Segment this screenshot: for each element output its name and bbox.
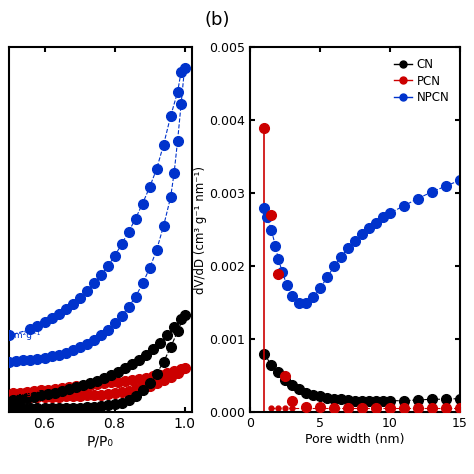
Text: m²g⁻¹: m²g⁻¹ [11, 401, 38, 410]
Text: m²g⁻¹: m²g⁻¹ [11, 388, 41, 397]
Legend: CN, PCN, NPCN: CN, PCN, NPCN [389, 53, 454, 109]
Text: (b): (b) [204, 11, 230, 29]
Y-axis label: dV/dD (cm³ g⁻¹ nm⁻¹): dV/dD (cm³ g⁻¹ nm⁻¹) [194, 166, 207, 294]
Text: m²g⁻¹: m²g⁻¹ [11, 331, 41, 340]
X-axis label: Pore width (nm): Pore width (nm) [305, 433, 405, 446]
X-axis label: P/P₀: P/P₀ [87, 434, 114, 448]
